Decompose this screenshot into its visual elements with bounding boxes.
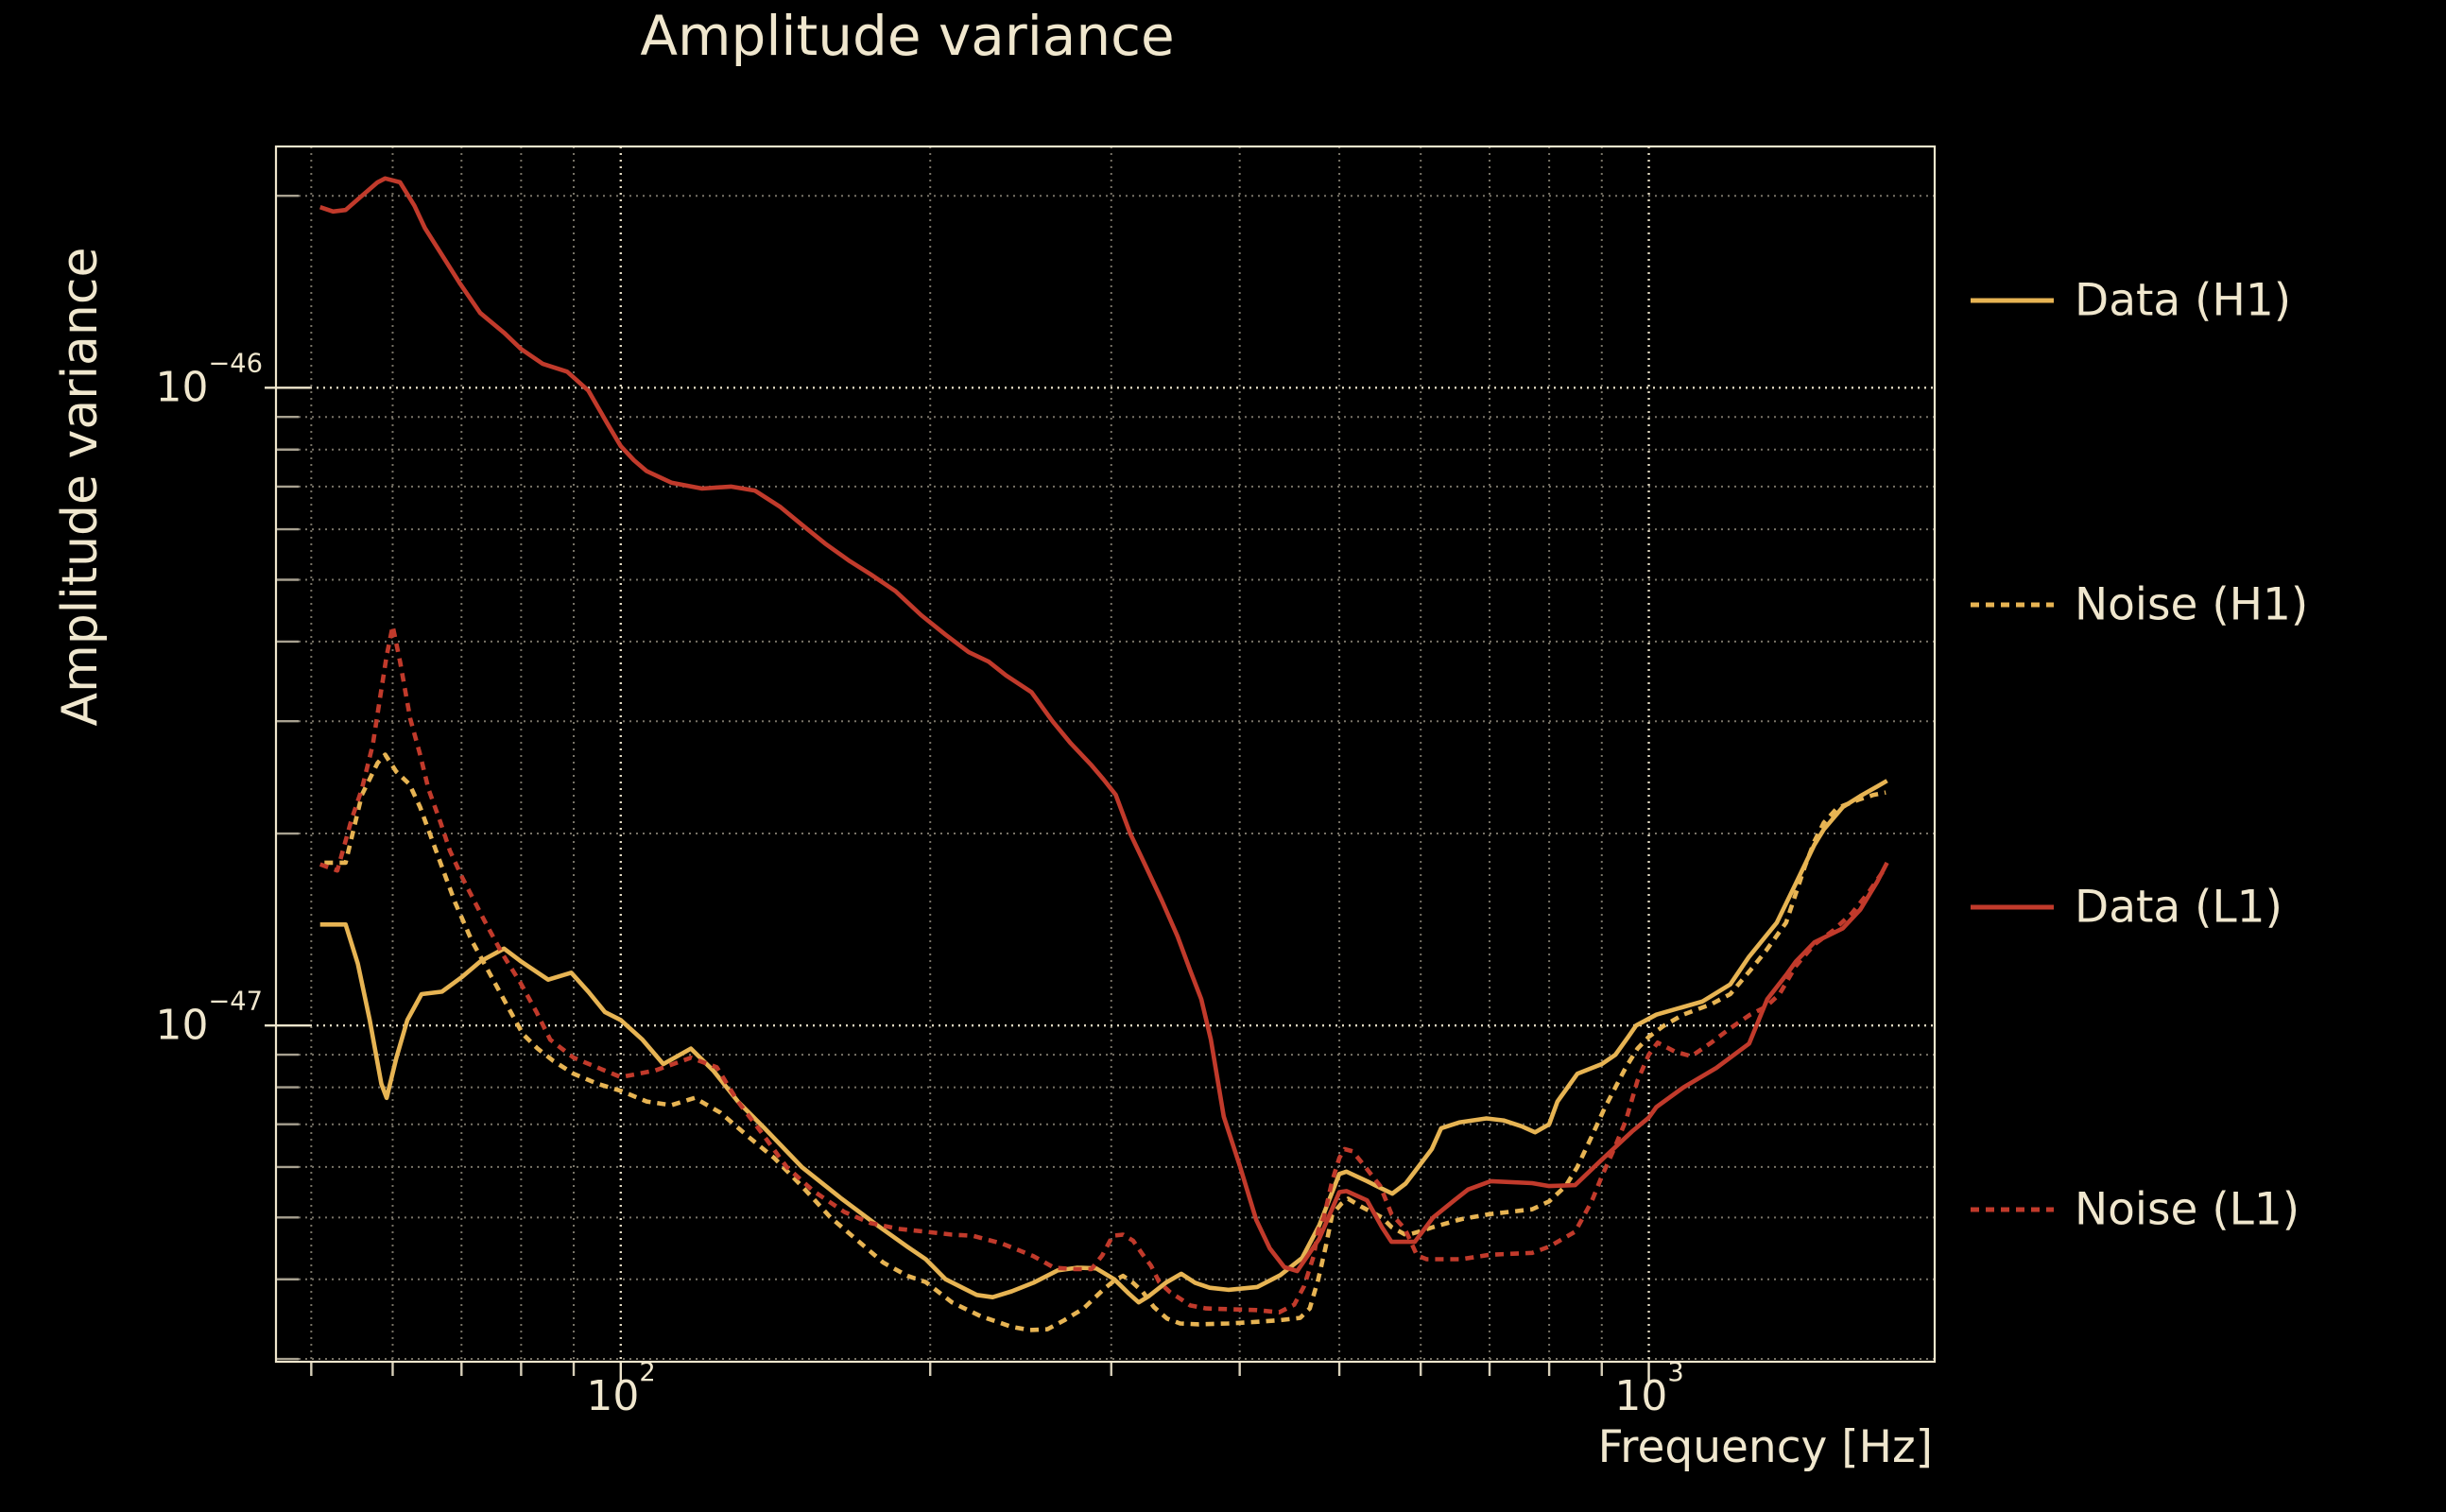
legend-swatch-dotted-red-icon (1971, 1207, 2054, 1212)
y-tick-exp: −46 (208, 349, 263, 379)
x-axis-label: Frequency [Hz] (1597, 1421, 1933, 1473)
legend-item-data-h1: Data (H1) (1971, 275, 2291, 327)
legend-item-data-l1: Data (L1) (1971, 882, 2282, 934)
y-tick-label-1e-46: 10−46 (95, 352, 263, 412)
legend-label: Noise (L1) (2075, 1183, 2300, 1236)
series-path-noise-l1 (319, 624, 1888, 1314)
y-tick-exp: −47 (208, 987, 263, 1017)
legend-label: Noise (H1) (2075, 578, 2309, 631)
y-tick-label-1e-47: 10−47 (95, 989, 263, 1050)
legend-swatch-dotted-gold-icon (1971, 602, 2054, 608)
legend-label: Data (L1) (2075, 881, 2282, 934)
series-path-data-h1 (319, 779, 1888, 1305)
gridlines-major (310, 146, 1935, 1362)
y-tick-base: 10 (155, 363, 209, 412)
y-axis-label: Amplitude variance (52, 247, 109, 727)
series-path-data-l1 (319, 176, 1889, 1274)
legend-swatch-solid-red-icon (1971, 904, 2054, 910)
series-path-noise-h1 (324, 752, 1886, 1332)
x-tick-exp: 3 (1667, 1358, 1684, 1388)
x-tick-label-100: 102 (586, 1360, 655, 1420)
legend-item-noise-l1: Noise (L1) (1971, 1184, 2300, 1236)
y-tick-base: 10 (155, 1001, 209, 1050)
x-tick-base: 10 (1614, 1372, 1668, 1420)
legend-item-noise-h1: Noise (H1) (1971, 579, 2308, 631)
chart-title: Amplitude variance (640, 4, 1175, 68)
legend-swatch-solid-gold-icon (1971, 298, 2054, 303)
x-tick-exp: 2 (639, 1358, 656, 1388)
x-tick-base: 10 (586, 1372, 640, 1420)
axis-tick-stubs (265, 195, 1650, 1383)
series-curves (319, 176, 1889, 1332)
x-tick-label-1000: 103 (1614, 1360, 1683, 1420)
gridlines-minor (299, 146, 1935, 1362)
legend-label: Data (H1) (2075, 274, 2292, 327)
plot-spines (274, 145, 1937, 1364)
